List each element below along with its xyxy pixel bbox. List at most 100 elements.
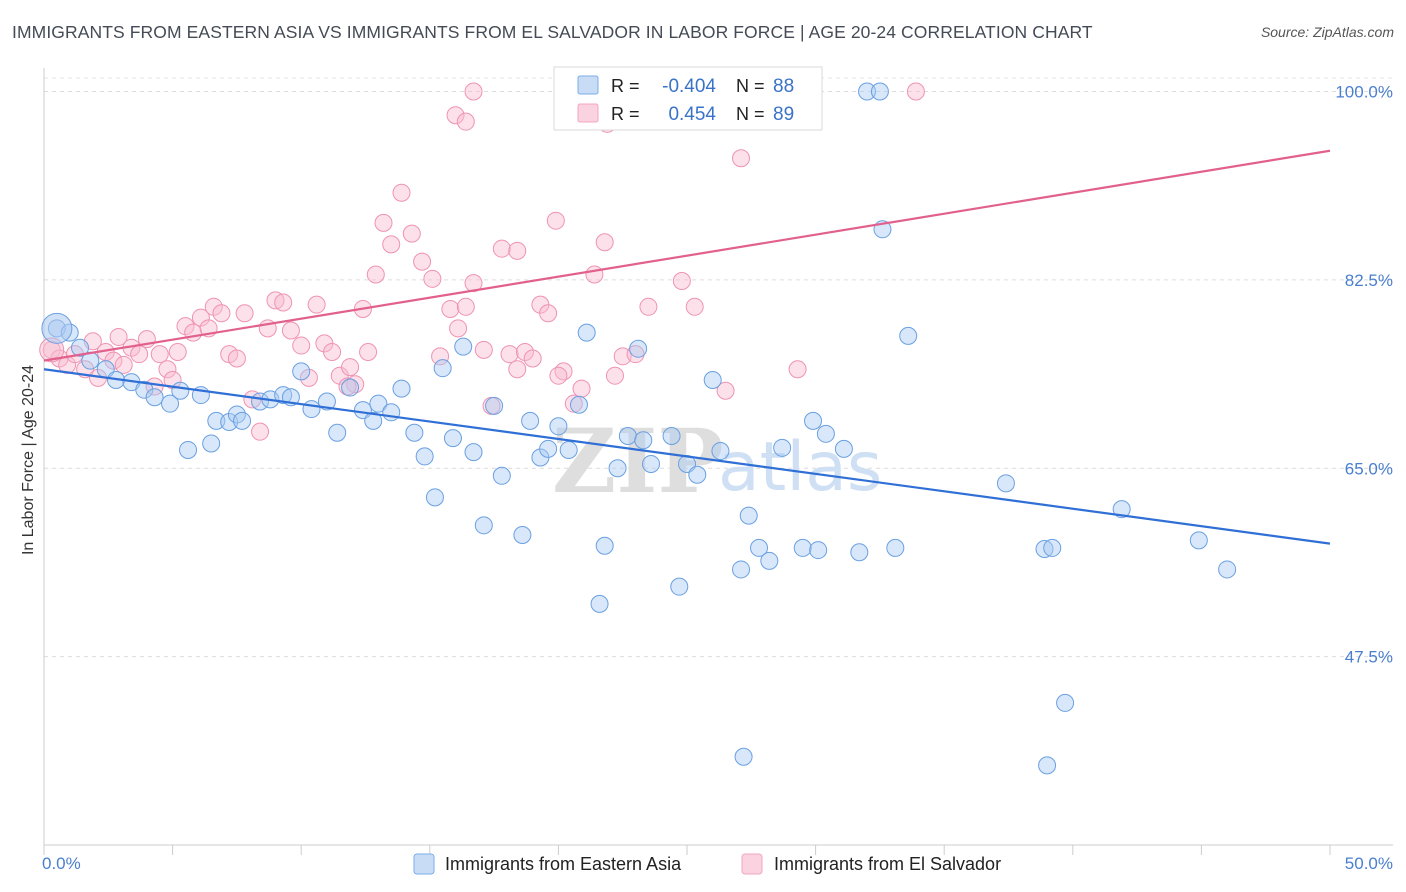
el-salvador-point	[456, 297, 475, 316]
eastern-asia-point	[202, 434, 221, 453]
eastern-asia-point	[1038, 756, 1057, 775]
eastern-asia-point	[634, 431, 653, 450]
el-salvador-point	[307, 295, 326, 314]
el-salvador-point	[212, 304, 231, 323]
eastern-asia-point	[804, 411, 823, 430]
legend-swatch-eastern-asia	[577, 75, 599, 95]
eastern-asia-point	[161, 394, 180, 413]
el-salvador-point	[788, 360, 807, 379]
eastern-asia-point	[703, 371, 722, 389]
eastern-asia-point	[641, 454, 660, 473]
el-salvador-point	[523, 349, 542, 368]
el-salvador-point	[464, 82, 483, 101]
el-salvador-point	[515, 343, 534, 362]
eastern-asia-point	[569, 395, 588, 414]
el-salvador-point	[605, 366, 624, 385]
eastern-asia-point	[382, 403, 401, 422]
eastern-asia-point	[292, 362, 311, 381]
y-tick-label: 47.5%	[1345, 648, 1393, 667]
eastern-asia-point	[392, 379, 411, 398]
el-salvador-point	[492, 239, 511, 258]
eastern-asia-point	[590, 594, 609, 613]
eastern-asia-point	[750, 538, 769, 557]
legend-r-value-2: 0.454	[668, 104, 716, 125]
eastern-asia-point	[670, 577, 689, 596]
el-salvador-point	[346, 375, 365, 394]
eastern-asia-point	[1112, 500, 1131, 519]
el-salvador-point	[281, 321, 300, 340]
eastern-asia-point	[1035, 539, 1054, 558]
el-salvador-point	[299, 368, 318, 387]
eastern-asia-point	[662, 426, 681, 445]
el-salvador-point	[508, 360, 527, 379]
eastern-asia-point	[1043, 538, 1062, 557]
el-salvador-point	[564, 394, 583, 413]
el-salvador-point	[402, 224, 421, 243]
eastern-asia-point	[559, 440, 578, 459]
legend-n-label-2: N =	[736, 104, 765, 124]
eastern-asia-point	[1189, 531, 1208, 550]
el-salvador-point	[732, 149, 751, 168]
watermark-zip: ZIP	[552, 409, 724, 513]
bottom-legend-swatch-el-salvador	[741, 853, 763, 875]
eastern-asia-point	[850, 543, 869, 562]
eastern-asia-point	[899, 326, 918, 345]
el-salvador-point	[456, 112, 475, 131]
el-salvador-point	[441, 299, 460, 318]
el-salvador-point	[184, 323, 203, 342]
el-salvador-point	[251, 422, 270, 441]
el-salvador-point	[449, 319, 468, 338]
el-salvador-point	[114, 355, 133, 374]
eastern-asia-point	[816, 424, 835, 443]
eastern-asia-point	[474, 516, 493, 535]
el-salvador-point	[474, 340, 493, 359]
el-salvador-point	[292, 336, 311, 355]
bottom-legend-label-el-salvador: Immigrants from El Salvador	[774, 854, 1001, 874]
eastern-asia-trend-line	[43, 368, 1331, 545]
eastern-asia-point	[274, 386, 293, 405]
el-salvador-point	[585, 265, 604, 284]
el-salvador-trend-line	[43, 149, 1331, 362]
eastern-asia-point	[341, 378, 360, 397]
eastern-asia-point	[773, 438, 792, 457]
chart-title: IMMIGRANTS FROM EASTERN ASIA VS IMMIGRAN…	[12, 22, 1093, 42]
eastern-asia-point	[577, 323, 596, 342]
eastern-asia-point	[485, 396, 504, 415]
eastern-asia-point	[760, 551, 779, 570]
eastern-asia-cluster-point	[41, 312, 73, 344]
el-salvador-point	[906, 82, 925, 101]
eastern-asia-point	[464, 443, 483, 462]
el-salvador-point	[168, 343, 187, 362]
eastern-asia-point	[711, 442, 730, 461]
eastern-asia-point	[220, 412, 239, 431]
eastern-asia-point	[858, 82, 877, 101]
series-legend: Immigrants from Eastern Asia Immigrants …	[413, 853, 1001, 875]
el-salvador-point	[266, 291, 285, 310]
legend-swatch-el-salvador	[577, 103, 599, 123]
el-salvador-point	[392, 183, 411, 202]
eastern-asia-point	[425, 488, 444, 507]
eastern-asia-point	[1218, 560, 1237, 579]
eastern-asia-point	[739, 506, 758, 525]
eastern-asia-point	[233, 411, 252, 430]
y-tick-label: 65.0%	[1345, 459, 1393, 478]
eastern-asia-point	[454, 337, 473, 356]
el-salvador-point	[423, 269, 442, 288]
eastern-asia-point	[415, 447, 434, 466]
eastern-asia-point	[734, 747, 753, 766]
el-salvador-point	[366, 265, 385, 284]
el-salvador-point	[150, 345, 169, 364]
el-salvador-point	[382, 235, 401, 254]
el-salvador-point	[204, 297, 223, 316]
el-salvador-point	[572, 379, 591, 398]
el-salvador-point	[639, 297, 658, 316]
el-salvador-point	[446, 106, 465, 125]
correlation-legend: R = -0.404 N = 88 R = 0.454 N = 89	[553, 66, 823, 131]
el-salvador-point	[716, 381, 735, 400]
eastern-asia-point	[207, 411, 226, 430]
x-tick-label-min: 0.0%	[42, 854, 81, 873]
eastern-asia-point	[886, 538, 905, 557]
el-salvador-point	[341, 358, 360, 377]
el-salvador-point	[274, 293, 293, 312]
el-salvador-point	[546, 211, 565, 230]
